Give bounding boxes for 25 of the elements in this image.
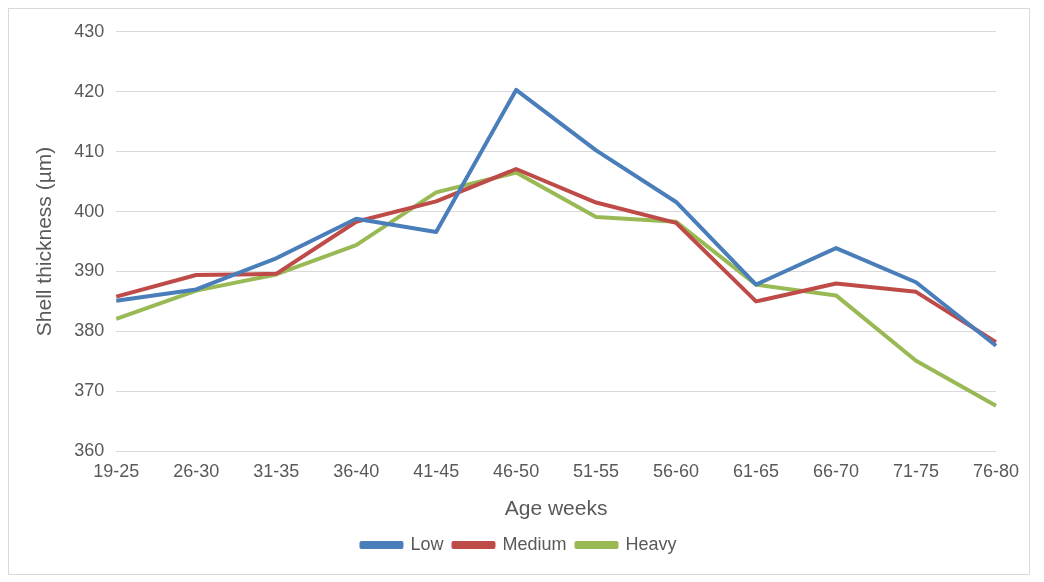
legend-label: Medium — [502, 533, 567, 554]
x-axis-title: Age weeks — [504, 496, 608, 520]
y-tick-label: 360 — [74, 440, 105, 461]
legend-label: Heavy — [625, 533, 677, 554]
y-tick-label: 430 — [74, 20, 105, 41]
x-tick-label: 36-40 — [333, 460, 380, 481]
y-tick-label: 380 — [74, 320, 105, 341]
y-tick-label: 370 — [74, 380, 105, 401]
x-tick-label: 41-45 — [413, 460, 460, 481]
x-tick-label: 71-75 — [892, 460, 940, 481]
x-tick-label: 51-55 — [573, 460, 620, 481]
x-tick-label: 26-30 — [173, 460, 220, 481]
x-tick-label: 76-80 — [972, 460, 1019, 481]
y-tick-label: 390 — [74, 260, 105, 281]
x-tick-label: 46-50 — [493, 460, 540, 481]
y-axis-title: Shell thickness (µm) — [32, 146, 56, 337]
y-tick-label: 420 — [74, 80, 105, 101]
x-tick-label: 19-25 — [93, 460, 140, 481]
legend-label: Low — [410, 533, 445, 554]
x-tick-label: 61-65 — [733, 460, 780, 481]
x-tick-label: 56-60 — [653, 460, 700, 481]
y-tick-label: 410 — [74, 140, 105, 161]
x-tick-label: 31-35 — [253, 460, 300, 481]
y-tick-label: 400 — [74, 200, 105, 221]
x-tick-label: 66-70 — [813, 460, 860, 481]
